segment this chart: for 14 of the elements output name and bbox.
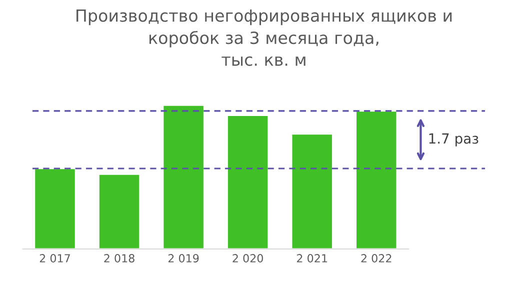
x-tick-label: 2 020	[232, 254, 263, 262]
x-tick-label: 2 018	[104, 254, 134, 262]
chart-title: Производство негофрированных ящиков и коробок за 3 месяца года, тыс. кв. м	[76, 9, 452, 66]
bar	[226, 114, 270, 249]
x-tick-label: 2 017	[40, 254, 70, 262]
bar	[290, 133, 334, 249]
x-tick-label: 2 019	[168, 254, 199, 262]
text: 1.7 раз	[429, 133, 478, 146]
bar	[355, 110, 398, 249]
x-tick-label: 2 022	[361, 254, 392, 262]
bar	[98, 174, 141, 249]
x-tick-label: 2 021	[297, 254, 327, 262]
bar	[34, 168, 76, 249]
bar	[162, 104, 205, 249]
